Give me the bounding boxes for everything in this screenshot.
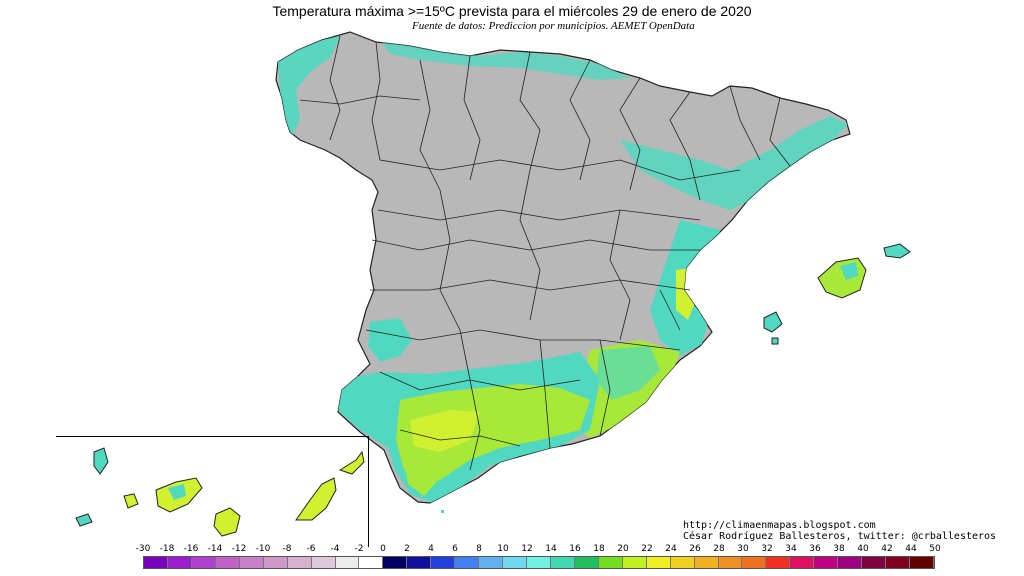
legend-label: 50 xyxy=(929,544,941,554)
legend-swatch xyxy=(455,557,480,568)
legend-label: -6 xyxy=(306,544,316,554)
legend-label: 16 xyxy=(569,544,581,554)
legend-label: -14 xyxy=(207,544,223,554)
legend-swatch xyxy=(407,557,432,568)
legend-label: 34 xyxy=(785,544,797,554)
legend-swatch xyxy=(215,557,240,568)
map-title: Temperatura máxima >=15ºC prevista para … xyxy=(272,3,752,19)
legend-swatch xyxy=(670,557,695,568)
legend-swatch xyxy=(574,557,599,568)
legend-label: -12 xyxy=(231,544,247,554)
legend-label: 36 xyxy=(809,544,821,554)
legend-label: 42 xyxy=(881,544,893,554)
legend-swatch xyxy=(431,557,456,568)
legend-swatch xyxy=(287,557,312,568)
color-legend: -30 -18 -16 -14 -12 -10 -8 -6 -4 -2 0 2 4 6 8 10 12 14 16 1… xyxy=(136,544,941,572)
legend-label: 32 xyxy=(761,544,773,554)
legend-label: 40 xyxy=(857,544,869,554)
legend-label: 10 xyxy=(497,544,509,554)
legend-swatch xyxy=(191,557,216,568)
legend-swatch xyxy=(335,557,360,568)
legend-swatch xyxy=(550,557,575,568)
legend-swatch xyxy=(239,557,264,568)
legend-swatch xyxy=(527,557,551,568)
legend-label: 4 xyxy=(428,544,434,554)
legend-bar xyxy=(143,556,935,569)
legend-swatch xyxy=(838,557,863,568)
legend-swatch xyxy=(503,557,527,568)
legend-label: 12 xyxy=(521,544,533,554)
legend-swatch xyxy=(167,557,192,568)
legend-swatch xyxy=(814,557,839,568)
legend-label: 44 xyxy=(905,544,917,554)
legend-swatch xyxy=(646,557,671,568)
blog-url: http://climaenmapas.blogspot.com xyxy=(683,520,876,531)
legend-swatch xyxy=(790,557,815,568)
legend-label: 14 xyxy=(545,544,557,554)
legend-swatch xyxy=(263,557,288,568)
legend-label: 38 xyxy=(833,544,845,554)
legend-swatch xyxy=(862,557,887,568)
legend-swatch xyxy=(622,557,647,568)
legend-label: 18 xyxy=(593,544,605,554)
legend-label: 0 xyxy=(380,544,386,554)
legend-swatch xyxy=(742,557,767,568)
legend-swatch xyxy=(910,557,934,568)
legend-label: 8 xyxy=(476,544,482,554)
legend-swatch xyxy=(479,557,504,568)
legend-label: -4 xyxy=(330,544,340,554)
data-source-note: Fuente de datos: Prediccion por municipi… xyxy=(412,20,695,32)
legend-label: -16 xyxy=(183,544,199,554)
legend-swatch xyxy=(311,557,336,568)
author-credit: César Rodríguez Ballesteros, twitter: @c… xyxy=(683,531,997,542)
balearic-islands xyxy=(763,243,911,345)
legend-label: 22 xyxy=(641,544,653,554)
legend-label: 26 xyxy=(689,544,701,554)
legend-swatch xyxy=(359,557,384,568)
legend-swatch xyxy=(383,557,408,568)
legend-label: -30 xyxy=(135,544,151,554)
canary-islands-inset-frame xyxy=(56,436,369,547)
legend-label: -8 xyxy=(282,544,292,554)
province-borders xyxy=(299,35,791,471)
legend-label: -18 xyxy=(159,544,175,554)
legend-label: 30 xyxy=(737,544,749,554)
legend-swatch xyxy=(144,557,168,568)
legend-label: -10 xyxy=(255,544,271,554)
legend-label: 20 xyxy=(617,544,629,554)
legend-label: -2 xyxy=(354,544,364,554)
canary-islands xyxy=(75,447,365,537)
legend-swatch xyxy=(766,557,791,568)
legend-label: 2 xyxy=(404,544,410,554)
legend-label: 24 xyxy=(665,544,677,554)
legend-label: 6 xyxy=(452,544,458,554)
legend-swatch xyxy=(886,557,910,568)
legend-labels: -30 -18 -16 -14 -12 -10 -8 -6 -4 -2 0 2 4 6 8 10 12 14 16 1… xyxy=(136,544,941,556)
legend-swatch xyxy=(694,557,719,568)
ceuta xyxy=(441,510,444,513)
legend-label: 28 xyxy=(713,544,725,554)
legend-swatch xyxy=(598,557,623,568)
legend-swatch xyxy=(718,557,743,568)
